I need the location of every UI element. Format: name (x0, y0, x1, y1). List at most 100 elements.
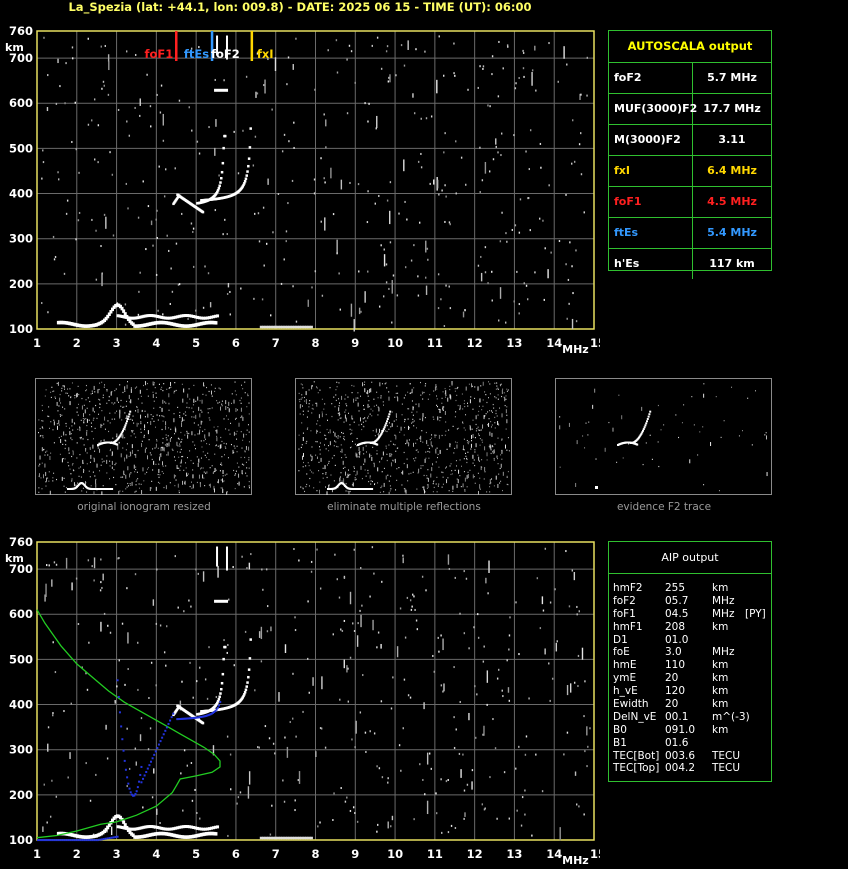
thumb-dot (329, 429, 331, 434)
thumb-trace-point (388, 413, 391, 416)
fitted-point (181, 717, 184, 720)
thumb-dot (233, 431, 235, 436)
thumb-dot (354, 479, 356, 481)
thumb-dot (167, 435, 169, 437)
noise-dot (505, 321, 507, 324)
thumb-dot (133, 433, 135, 435)
thumb-dot (306, 473, 308, 475)
fitted-point (58, 839, 61, 842)
thumb-dot (445, 466, 447, 468)
noise-dot (114, 700, 116, 703)
thumb-dot (158, 463, 160, 465)
thumb-dot (439, 416, 441, 418)
thumb-dot (449, 388, 451, 391)
noise-dot (229, 753, 232, 756)
thumb-dot (134, 387, 136, 389)
thumb-dot (161, 428, 163, 431)
fitted-point (123, 759, 126, 762)
es-trace-point (140, 826, 144, 830)
es-trace-point (184, 825, 188, 829)
thumb-dot (429, 451, 431, 453)
thumb-dot (412, 471, 414, 473)
noise-dot (292, 285, 294, 288)
noise-dot (174, 167, 176, 170)
thumb-dot (468, 383, 470, 385)
thumb-dot (449, 443, 451, 448)
thumb-dot (177, 437, 179, 439)
thumb-dot (331, 488, 333, 493)
noise-dot (579, 93, 581, 100)
noise-dot (183, 610, 185, 613)
fitted-point (124, 768, 127, 771)
thumb-dot (245, 461, 247, 463)
noise-dot (555, 642, 558, 652)
fitted-point (122, 749, 125, 752)
noise-dot (124, 303, 127, 306)
noise-dot (376, 765, 378, 768)
thumb-dot (134, 454, 136, 456)
noise-dot (412, 93, 414, 98)
noise-dot (43, 36, 45, 39)
e-trace-point (196, 833, 200, 838)
thumb-dot (98, 388, 100, 391)
thumb-dot (71, 464, 73, 466)
thumb-dot (343, 436, 345, 438)
thumb-dot (303, 461, 305, 464)
noise-dot (165, 664, 167, 667)
thumb-dot (477, 386, 479, 391)
thumb-dot (344, 454, 346, 456)
thumb-dot (353, 398, 355, 403)
fitted-point (145, 771, 148, 774)
noise-dot (54, 255, 57, 258)
thumb-dot (342, 432, 344, 434)
thumb-dot (478, 433, 480, 435)
noise-dot (112, 234, 115, 237)
thumb-dot (80, 436, 82, 439)
noise-dot (463, 632, 466, 635)
es-trace-point (132, 827, 136, 831)
noise-dot (165, 168, 167, 171)
thumb-dot (119, 409, 121, 414)
thumb-dot (100, 440, 102, 442)
thumb-dot (177, 483, 179, 488)
noise-dot (389, 210, 391, 225)
e-trace-point (138, 835, 142, 839)
noise-dot (367, 190, 369, 193)
noise-dot (321, 294, 324, 297)
thumb-dot (161, 415, 163, 417)
noise-dot (351, 738, 353, 741)
thumb-dot (211, 407, 213, 409)
thumb-dot (54, 396, 56, 398)
thumb-dot (448, 490, 450, 492)
e-trace-point (111, 307, 115, 312)
thumb-dot (456, 428, 458, 430)
noise-dot (544, 648, 546, 655)
thumb-dot (56, 401, 58, 406)
thumb-dot (305, 391, 307, 396)
noise-dot (569, 241, 571, 244)
noise-dot (479, 65, 481, 68)
e-trace-point (176, 323, 180, 327)
noise-dot (175, 242, 178, 245)
thumb-dot (178, 438, 180, 440)
thumb-dot (357, 392, 359, 394)
thumb-dot (356, 445, 358, 447)
thumb-dot (236, 451, 238, 453)
thumb-dot (202, 393, 204, 395)
thumb-dot (386, 387, 388, 389)
noise-dot (529, 229, 531, 232)
thumb-dot (352, 482, 354, 487)
noise-dot (463, 817, 465, 820)
thumb-dot (319, 449, 321, 451)
noise-dot (444, 184, 446, 187)
thumb-dot (465, 455, 467, 457)
autoscala-value: 3.11 (718, 133, 746, 146)
noise-dot (364, 102, 366, 105)
thumb-dot (302, 487, 304, 489)
thumb-dot (38, 487, 40, 489)
es-trace-point (142, 825, 146, 829)
thumb-dot (205, 472, 207, 474)
thumb-dot (235, 417, 237, 419)
thumb-dot (394, 396, 396, 398)
thumb-dot (53, 442, 55, 444)
